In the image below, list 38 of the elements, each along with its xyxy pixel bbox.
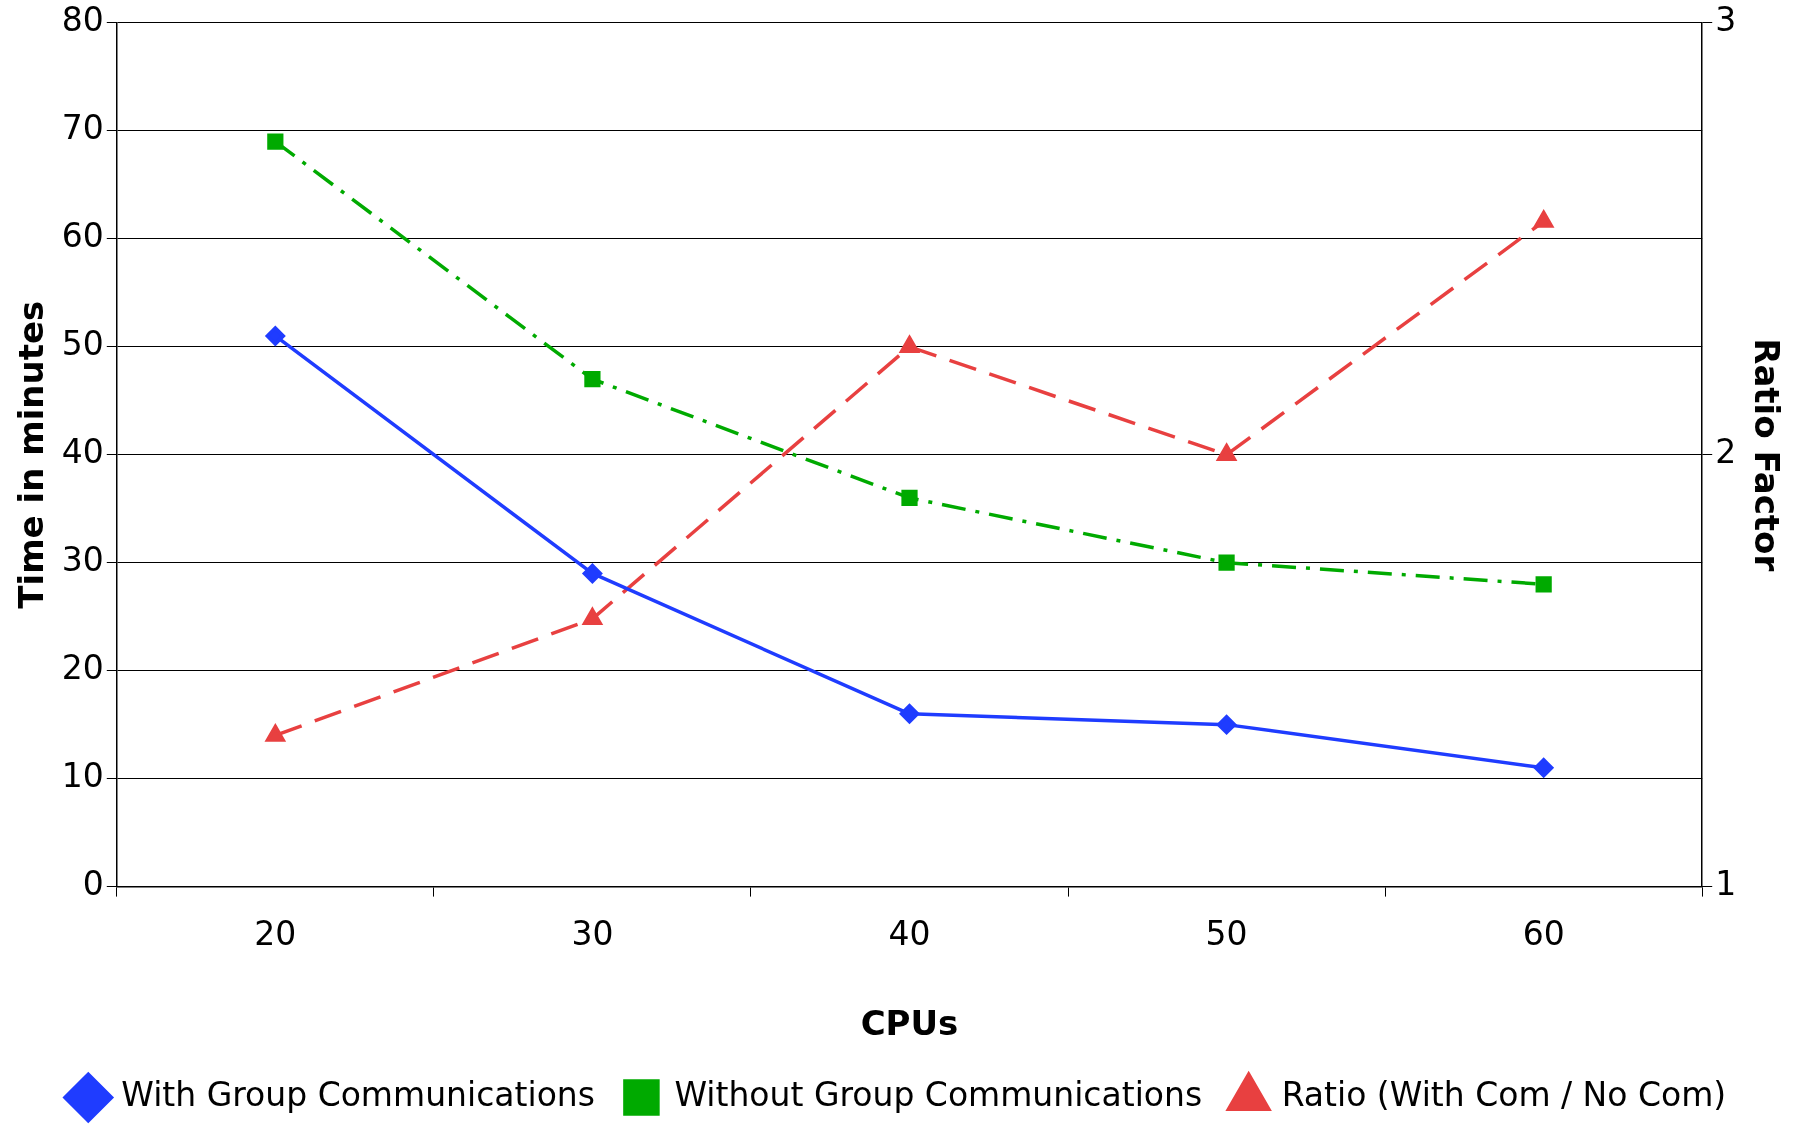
point — [582, 563, 603, 584]
x-tick-label: 20 — [254, 913, 297, 953]
y2-axis-title: Ratio Factor — [1746, 338, 1787, 572]
y-tick-label: 20 — [61, 648, 104, 688]
y2-tick-label: 1 — [1715, 864, 1737, 904]
point — [901, 489, 918, 506]
x-tick-label: 30 — [571, 913, 614, 953]
legend-label: Ratio (With Com / No Com) — [1281, 1075, 1727, 1115]
point — [265, 326, 286, 346]
point — [1217, 443, 1237, 461]
point — [1535, 576, 1552, 593]
y-tick-label: 0 — [82, 864, 104, 904]
x-tick-label: 40 — [888, 913, 931, 953]
point — [1534, 210, 1554, 228]
y-tick-label: 10 — [61, 756, 104, 796]
y-tick-label: 70 — [61, 108, 104, 148]
y2-tick-label: 2 — [1715, 432, 1737, 472]
point — [267, 133, 284, 150]
legend-label: Without Group Communications — [674, 1075, 1203, 1115]
point — [1218, 554, 1235, 571]
y-tick-label: 80 — [61, 0, 104, 40]
point — [582, 608, 602, 626]
x-tick-label: 50 — [1205, 913, 1248, 953]
point — [899, 335, 920, 353]
y-tick-label: 30 — [61, 540, 104, 580]
y-tick-label: 50 — [61, 324, 104, 364]
x-tick-label: 60 — [1522, 913, 1565, 953]
point — [899, 704, 920, 724]
point — [1533, 758, 1554, 778]
point — [265, 724, 285, 742]
y-axis-title: Time in minutes — [11, 300, 52, 609]
y2-tick-label: 3 — [1715, 0, 1737, 40]
y-tick-label: 40 — [61, 432, 104, 472]
y-tick-label: 60 — [61, 216, 104, 256]
legend-label: With Group Communications — [121, 1075, 595, 1115]
point — [1216, 714, 1237, 735]
point — [584, 371, 601, 388]
x-axis-title: CPUs — [860, 1003, 959, 1044]
